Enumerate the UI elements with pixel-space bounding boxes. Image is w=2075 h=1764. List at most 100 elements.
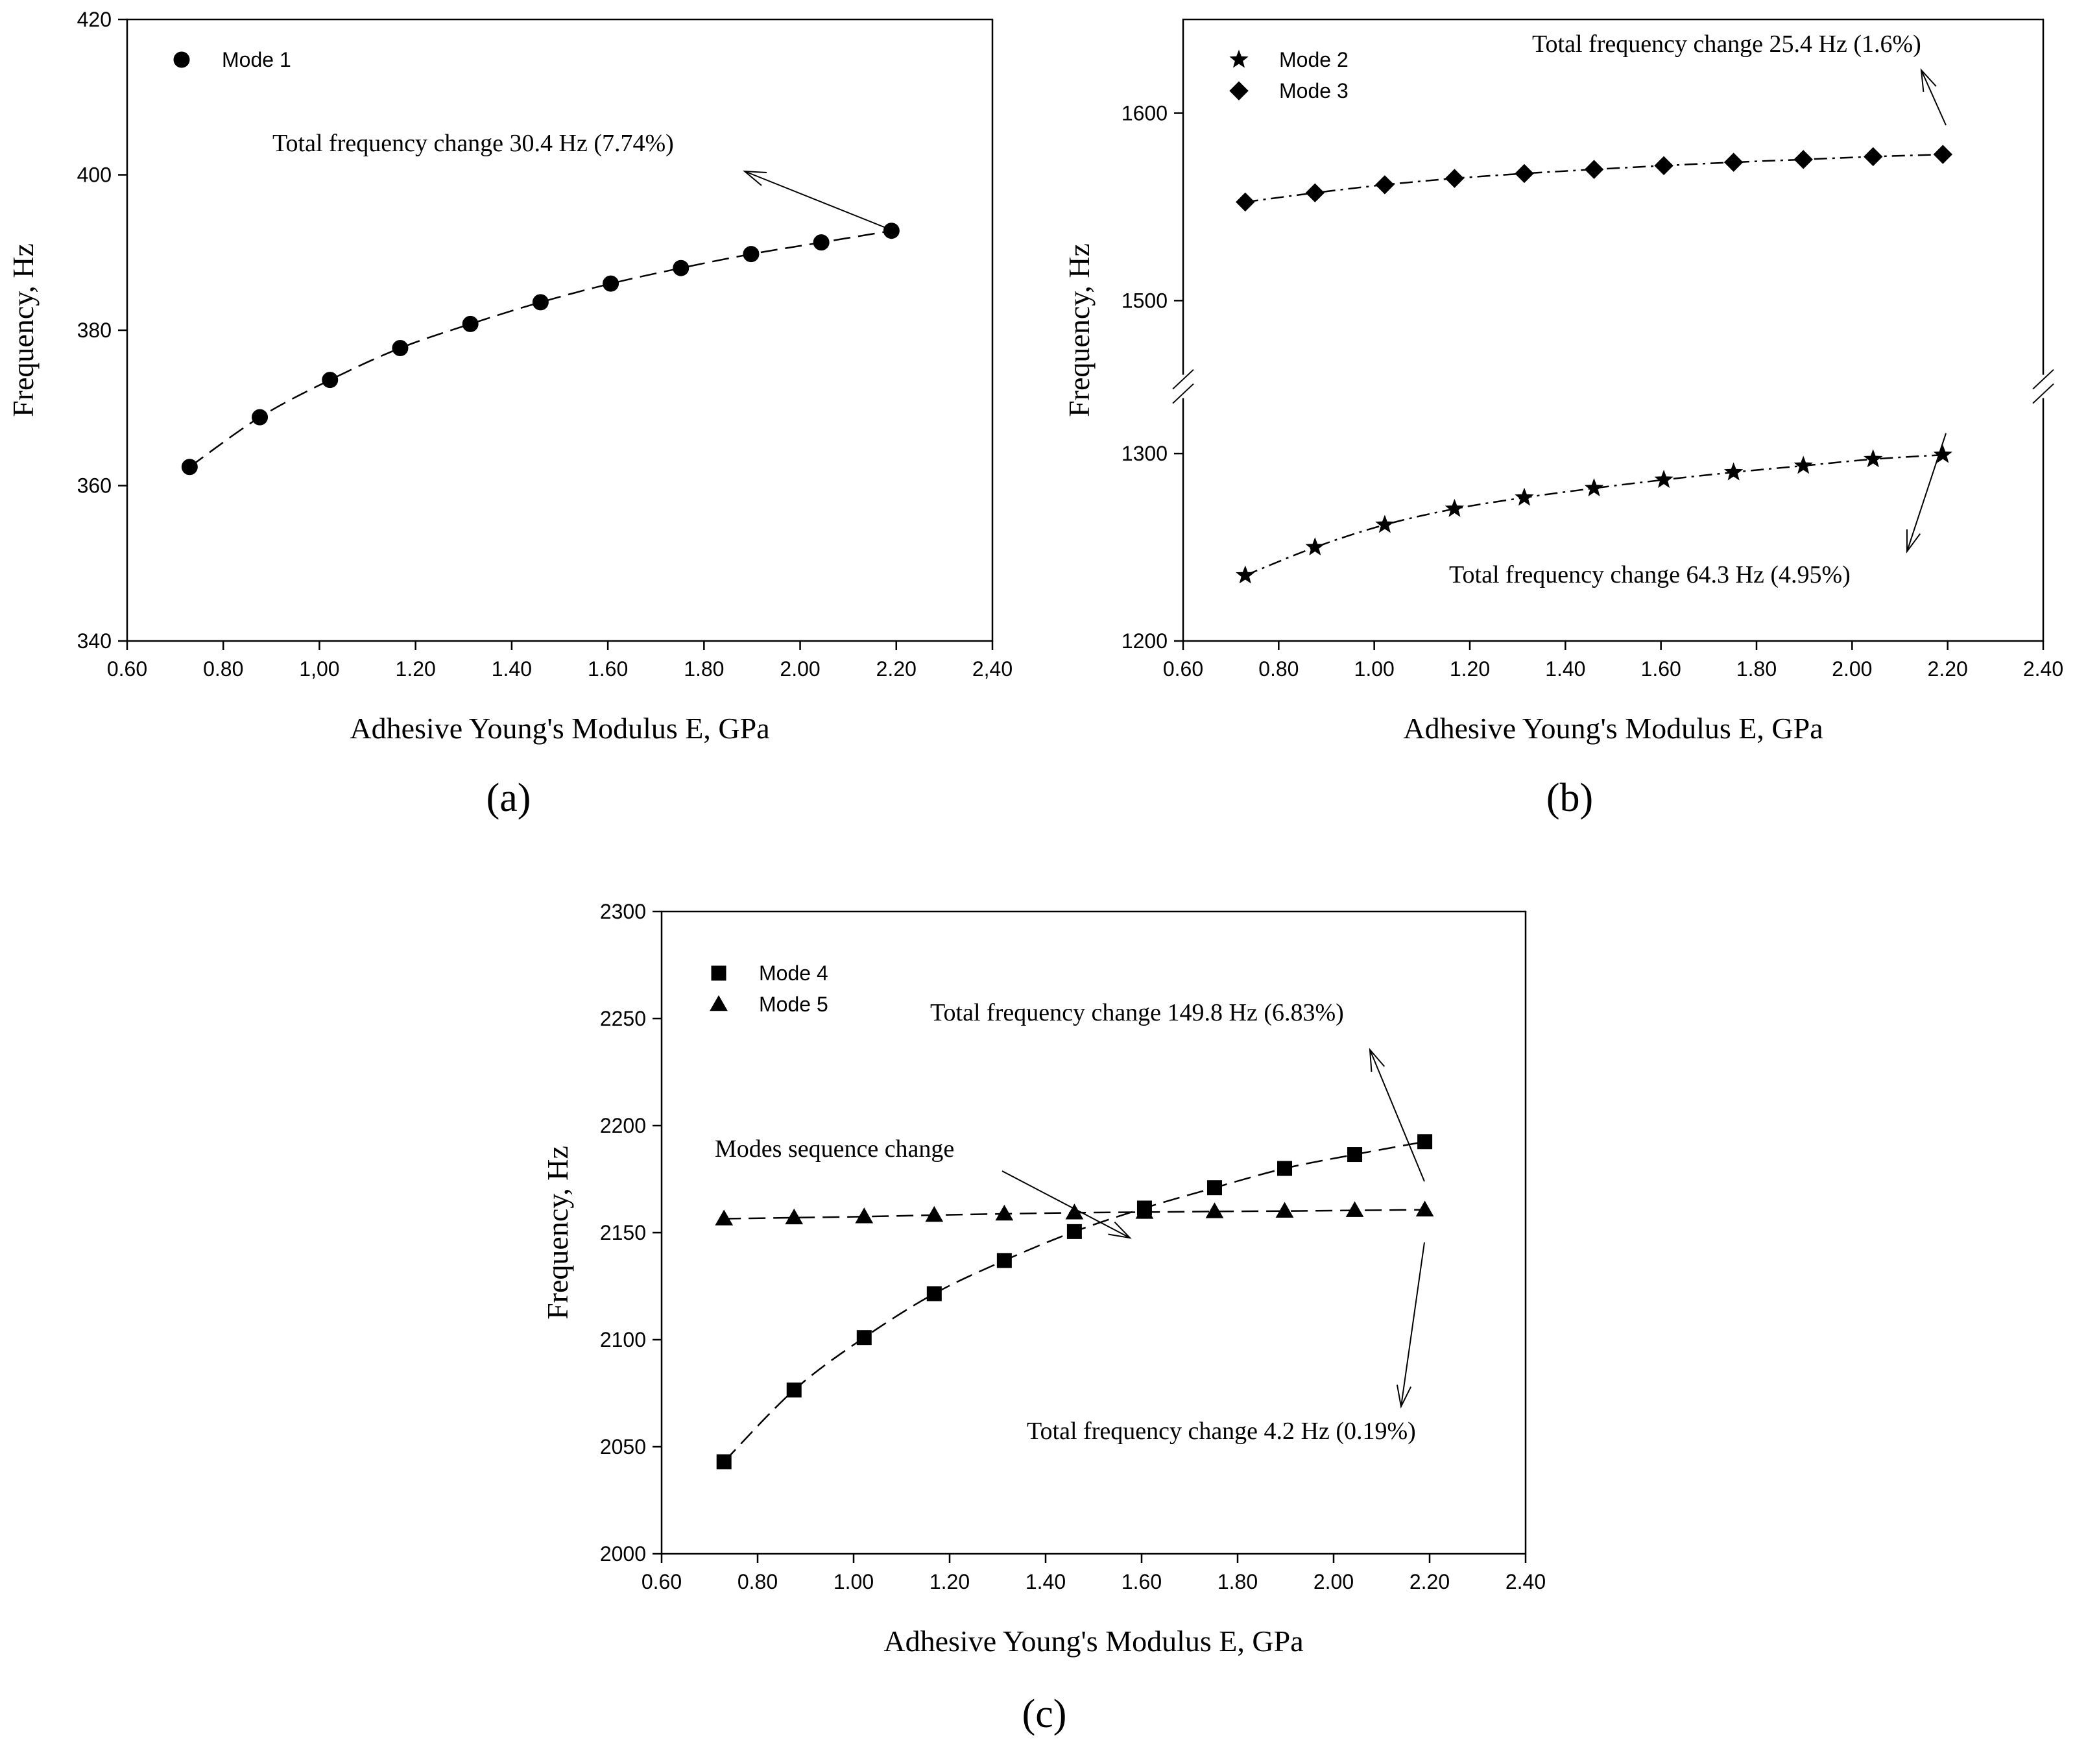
data-point	[743, 246, 760, 263]
plot-frame	[126, 18, 994, 642]
annotation-text: Total frequency change 30.4 Hz (7.74%)	[272, 130, 674, 157]
annotation-arrow-head	[1396, 1384, 1412, 1409]
y-tick-label: 1500	[1121, 289, 1168, 312]
y-tick-label: 340	[77, 629, 112, 653]
data-point	[1793, 150, 1813, 169]
data-point	[1305, 183, 1325, 202]
x-tick-label: 2.20	[1928, 657, 1968, 681]
legend-marker	[710, 995, 728, 1011]
x-tick-label: 1.80	[1217, 1570, 1258, 1593]
data-point	[1135, 1203, 1154, 1219]
chart-panel-b: 0.60 0.80 1.00 1.20 1.40 1.60 1.80 2.00 2.20 2.40…	[1062, 18, 2063, 820]
chart-panel-a: 0.60 0.80 1,00 1.20 1.40 1.60 1.80 2.00 2.20 2,40…	[6, 8, 1013, 820]
x-tick-label: 1.80	[684, 657, 724, 681]
annotation-arrow-head	[1906, 529, 1921, 554]
legend-label: Mode 3	[1279, 79, 1349, 103]
y-axis-label: Frequency, Hz	[541, 1146, 574, 1320]
x-tick-label: 2.00	[780, 657, 820, 681]
data-point	[1793, 455, 1813, 474]
annotation-text: Total frequency change 4.2 Hz (0.19%)	[1027, 1418, 1416, 1445]
data-point	[181, 459, 198, 476]
x-tick-label: 2.00	[1313, 1570, 1354, 1593]
data-point	[1347, 1147, 1363, 1163]
y-tick-label: 2100	[600, 1328, 646, 1351]
data-point	[1933, 444, 1952, 463]
annotation-arrow-line	[744, 171, 894, 232]
axis-break-mask	[2034, 374, 2052, 398]
axis-break-mark	[1172, 369, 1194, 390]
x-tick-label: 1.20	[930, 1570, 970, 1593]
x-axis-label: Adhesive Young's Modulus E, GPa	[350, 712, 769, 745]
series-mode-3	[1236, 145, 1953, 212]
data-point	[1445, 169, 1465, 188]
data-point	[1066, 1224, 1082, 1239]
x-tick-label: 2.00	[1832, 657, 1872, 681]
annotation-arrow-head	[743, 170, 767, 186]
data-point	[673, 260, 690, 276]
x-tick-label: 1.40	[492, 657, 532, 681]
data-point	[1864, 147, 1883, 167]
data-point	[392, 340, 409, 357]
x-tick-label: 1,00	[299, 657, 339, 681]
panel-caption: (c)	[1022, 1692, 1067, 1736]
x-tick-label: 1.20	[1450, 657, 1490, 681]
axis-break-mark	[1172, 383, 1194, 404]
panel-caption: (b)	[1546, 776, 1593, 820]
legend-marker	[711, 965, 726, 981]
x-tick-label: 1.80	[1736, 657, 1777, 681]
axis-break-mark	[2032, 383, 2054, 404]
data-point	[1723, 462, 1744, 481]
data-point	[1205, 1202, 1224, 1218]
y-axis-label: Frequency, Hz	[1062, 243, 1096, 417]
y-tick-label: 2050	[600, 1435, 646, 1458]
data-point	[1515, 487, 1534, 506]
data-point	[716, 1454, 732, 1469]
y-tick-label: 2150	[600, 1221, 646, 1244]
data-point	[1345, 1201, 1364, 1217]
data-point	[1375, 175, 1395, 195]
annotation-arrow-head	[1108, 1221, 1132, 1239]
annotation-text: Total frequency change 149.8 Hz (6.83%)	[930, 999, 1344, 1026]
chart-panel-c: 0.60 0.80 1.00 1.20 1.40 1.60 1.80 2.00 2.20 2.40…	[541, 900, 1546, 1736]
data-point	[856, 1330, 872, 1346]
y-tick-label: 2200	[600, 1114, 646, 1137]
data-point	[995, 1204, 1014, 1221]
x-tick-label: 1.20	[396, 657, 436, 681]
y-tick-label: 1600	[1121, 101, 1168, 125]
data-point	[1305, 537, 1325, 556]
data-point	[1417, 1134, 1433, 1150]
annotation-text: Total frequency change 25.4 Hz (1.6%)	[1532, 30, 1921, 58]
annotation-arrow-head	[1369, 1048, 1385, 1072]
x-tick-label: 2.20	[876, 657, 917, 681]
legend-marker	[1229, 81, 1249, 101]
y-axis-label: Frequency, Hz	[6, 243, 40, 417]
data-point	[1584, 478, 1604, 497]
annotation-text: Modes sequence change	[715, 1135, 954, 1163]
data-point	[715, 1209, 734, 1226]
x-tick-label: 2,40	[972, 657, 1013, 681]
x-tick-label: 1.40	[1545, 657, 1585, 681]
data-point	[1236, 565, 1255, 584]
data-point	[1584, 160, 1604, 179]
annotation-arrow-line	[1400, 1242, 1425, 1407]
data-point	[1415, 1200, 1434, 1216]
data-point	[786, 1383, 802, 1398]
data-point	[1723, 152, 1744, 172]
y-tick-label: 380	[77, 319, 112, 342]
annotation-arrow-line	[1921, 69, 1947, 126]
series-mode-2	[1236, 444, 1952, 584]
y-tick-label: 400	[77, 163, 112, 187]
data-point	[1375, 514, 1395, 533]
legend-label: Mode 2	[1279, 48, 1349, 71]
data-point	[1933, 145, 1953, 164]
data-point	[252, 409, 269, 426]
series-line	[1245, 153, 1943, 203]
legend-marker	[1229, 49, 1249, 68]
x-tick-label: 0.80	[738, 1570, 778, 1593]
legend-label: Mode 5	[759, 993, 828, 1016]
x-tick-label: 2.20	[1409, 1570, 1450, 1593]
data-point	[532, 294, 549, 311]
data-point	[1206, 1180, 1222, 1196]
x-tick-label: 1.60	[588, 657, 628, 681]
legend-marker	[173, 51, 190, 68]
